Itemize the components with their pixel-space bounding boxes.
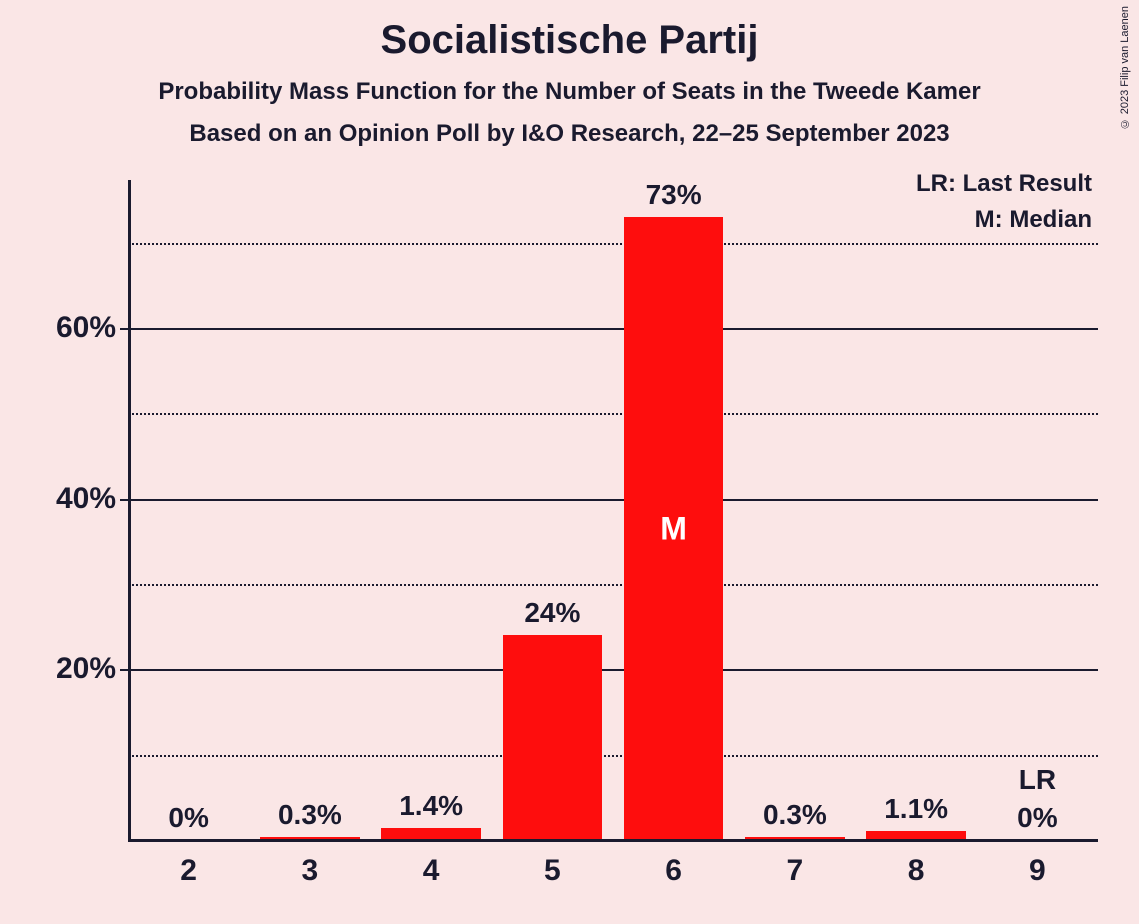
y-tick-label: 40%	[56, 482, 128, 516]
x-tick-label: 3	[302, 840, 319, 888]
chart-container: Socialistische Partij Probability Mass F…	[0, 0, 1139, 924]
y-tick-label: 20%	[56, 652, 128, 686]
bar-value-label: 0%	[1017, 802, 1057, 834]
chart-subtitle-1: Probability Mass Function for the Number…	[0, 78, 1139, 106]
grid-line-major	[128, 499, 1098, 501]
x-tick-label: 9	[1029, 840, 1046, 888]
grid-line-major	[128, 669, 1098, 671]
y-axis-line	[128, 180, 131, 840]
y-tick-label: 60%	[56, 311, 128, 345]
x-tick-label: 2	[180, 840, 197, 888]
bar-value-label: 73%	[646, 179, 702, 211]
plot-area: 20%40%60%0%20.3%31.4%424%573%6M0.3%71.1%…	[128, 200, 1098, 840]
x-tick-label: 7	[787, 840, 804, 888]
bar-value-label: 1.1%	[884, 793, 948, 825]
bar-value-label: 0.3%	[278, 799, 342, 831]
copyright-text: © 2023 Filip van Laenen	[1119, 6, 1131, 129]
x-tick-label: 4	[423, 840, 440, 888]
bar-value-label: 0.3%	[763, 799, 827, 831]
legend-last-result: LR: Last Result	[916, 170, 1092, 198]
bar-value-label: 0%	[168, 802, 208, 834]
x-axis-line	[128, 839, 1098, 842]
legend-median: M: Median	[975, 206, 1092, 234]
bar-value-label: 1.4%	[399, 790, 463, 822]
chart-subtitle-2: Based on an Opinion Poll by I&O Research…	[0, 120, 1139, 148]
grid-line-major	[128, 328, 1098, 330]
grid-line-minor	[128, 755, 1098, 757]
x-tick-label: 8	[908, 840, 925, 888]
bar-value-label: 24%	[524, 597, 580, 629]
median-marker: M	[660, 510, 687, 547]
grid-line-minor	[128, 413, 1098, 415]
last-result-marker: LR	[1019, 764, 1056, 796]
chart-title: Socialistische Partij	[0, 18, 1139, 63]
x-tick-label: 5	[544, 840, 561, 888]
x-tick-label: 6	[665, 840, 682, 888]
bar	[503, 635, 602, 840]
grid-line-minor	[128, 584, 1098, 586]
grid-line-minor	[128, 243, 1098, 245]
